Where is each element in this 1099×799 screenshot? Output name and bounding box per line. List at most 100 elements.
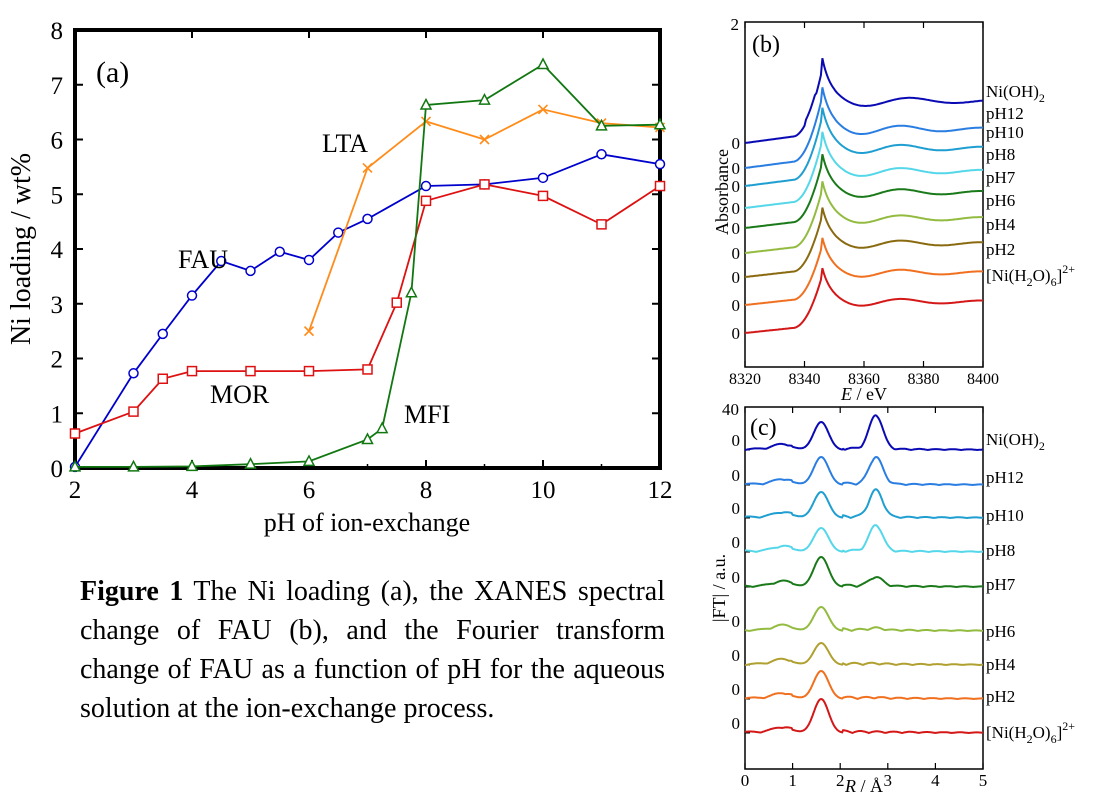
data-point-mor: [654, 180, 666, 192]
data-point-mor: [537, 190, 549, 202]
ft-label-ph8: pH8: [986, 541, 1015, 560]
data-point-lta: [479, 134, 490, 145]
xanes-label-ph8: pH8: [986, 145, 1015, 164]
data-point-mfi: [653, 117, 667, 130]
y-offset-tick-label: 0: [732, 499, 741, 518]
xanes-label-ph7: pH7: [986, 168, 1016, 187]
ft-ph10: [744, 488, 984, 520]
panel-b-xlabel-unit: / eV: [852, 384, 887, 404]
y-offset-tick-label: 0: [732, 612, 741, 631]
data-point-mfi: [361, 432, 374, 445]
panel-a-ylabel: Ni loading / wt%: [6, 153, 37, 345]
y-tick-label: 8: [51, 18, 64, 45]
caption-text: The Ni loading (a), the XANES spectral c…: [80, 576, 665, 724]
y-offset-tick-label: 0: [732, 159, 741, 178]
x-tick-label: 4: [931, 771, 940, 790]
x-tick-label: 2: [836, 771, 845, 790]
y-tick-label: 0: [51, 456, 64, 483]
x-tick-label: 2: [69, 477, 82, 504]
data-point-mfi: [68, 459, 82, 472]
series-label-mor: MOR: [210, 380, 270, 409]
panel-c: (c) 40 |FT| / a.u. R / Å 0 1 2 3 4 5 0 0 0 0 0 0 0 0 0…: [709, 400, 1075, 796]
data-point-mor: [362, 364, 373, 375]
ft-label-ph10: pH10: [986, 506, 1024, 525]
x-tick-label: 8380: [908, 371, 940, 388]
panel-c-xlabel: R / Å: [844, 776, 883, 794]
data-point-mor: [157, 373, 168, 385]
panel-c-ylabel: |FT| / a.u.: [709, 554, 729, 622]
data-point-fau: [274, 246, 285, 257]
ft-label-ni-oh-2: Ni(OH)2: [986, 430, 1045, 453]
y-tick-label: 6: [51, 128, 64, 155]
data-point-mfi: [595, 118, 608, 131]
y-offset-tick-label: 0: [732, 324, 741, 343]
x-tick-label: 3: [884, 771, 893, 790]
y-offset-tick-label: 0: [732, 296, 741, 315]
data-point-mor: [479, 179, 490, 190]
ft-label-ph2: pH2: [986, 687, 1015, 706]
data-point-mfi: [185, 459, 199, 472]
x-tick-label: 1: [788, 771, 797, 790]
y-offset-tick-label: 0: [732, 568, 741, 587]
xanes-ph12: [744, 87, 983, 169]
data-point-fau: [596, 149, 607, 160]
series-line-fau: [74, 153, 661, 468]
x-tick-label: 8360: [848, 371, 880, 388]
series-line-mfi: [75, 63, 661, 468]
xanes-ph4: [744, 207, 983, 278]
x-tick-label: 6: [303, 477, 316, 504]
data-point-fau: [186, 290, 198, 301]
x-tick-label: 10: [531, 477, 556, 504]
ft-label-ph6: pH6: [986, 622, 1015, 641]
panel-c-xlabel-unit: / Å: [856, 776, 883, 794]
panel-c-top-tick: 40: [722, 400, 739, 419]
y-tick-label: 4: [51, 237, 64, 264]
ft-label-ph12: pH12: [986, 468, 1024, 487]
ft-ni-h2o-6-2: [744, 697, 984, 735]
y-offset-tick-label: 0: [732, 199, 741, 218]
data-point-mfi: [419, 97, 433, 110]
xanes-ph7: [744, 153, 983, 229]
data-point-lta: [420, 116, 432, 127]
xanes-ph10: [744, 107, 984, 187]
y-offset-tick-label: 0: [732, 177, 741, 196]
ft-ph8: [745, 524, 983, 554]
series-mfi: [68, 57, 667, 472]
data-point-mfi: [244, 457, 257, 469]
series-label-lta: LTA: [322, 129, 368, 158]
x-tick-label: 8340: [789, 371, 821, 388]
ft-ph4: [744, 641, 984, 667]
x-tick-label: 12: [648, 477, 673, 504]
series-label-mfi: MFI: [404, 400, 450, 429]
data-point-mfi: [302, 454, 316, 467]
panel-b-ylabel: Absorbance: [712, 149, 732, 235]
xanes-ph6: [744, 181, 983, 254]
y-offset-tick-label: 0: [732, 646, 741, 665]
series-fau: [69, 149, 666, 473]
y-offset-tick-label: 0: [732, 466, 741, 485]
series-label-fau: FAU: [178, 245, 228, 274]
y-tick-label: 3: [51, 292, 64, 319]
xanes-label-ph12: pH12: [986, 104, 1024, 123]
panel-c-xlabel-symbol: R: [844, 776, 856, 794]
data-point-mor: [69, 428, 81, 439]
xanes-label-ph10: pH10: [986, 123, 1024, 142]
xanes-label-ph6: pH6: [986, 191, 1015, 210]
data-point-fau: [362, 213, 373, 225]
data-point-mor: [391, 297, 402, 308]
panel-c-frame: [744, 406, 984, 770]
data-point-mor: [596, 219, 607, 230]
xanes-ni-oh-2: [744, 57, 984, 144]
y-tick-label: 5: [51, 182, 64, 209]
y-offset-tick-label: 0: [732, 268, 741, 287]
ft-ph6: [744, 605, 984, 633]
data-point-mor: [245, 365, 256, 377]
data-point-fau: [128, 368, 139, 379]
xanes-label-ph2: pH2: [986, 240, 1015, 259]
y-offset-tick-label: 0: [732, 680, 741, 699]
data-point-fau: [420, 180, 432, 192]
data-point-mor: [128, 406, 139, 417]
ft-label-ni-h2o-6-2: [Ni(H2O)6]2+: [986, 719, 1075, 746]
xanes-label-ni-oh-2: Ni(OH)2: [986, 82, 1045, 105]
x-tick-label: 8400: [967, 371, 999, 388]
